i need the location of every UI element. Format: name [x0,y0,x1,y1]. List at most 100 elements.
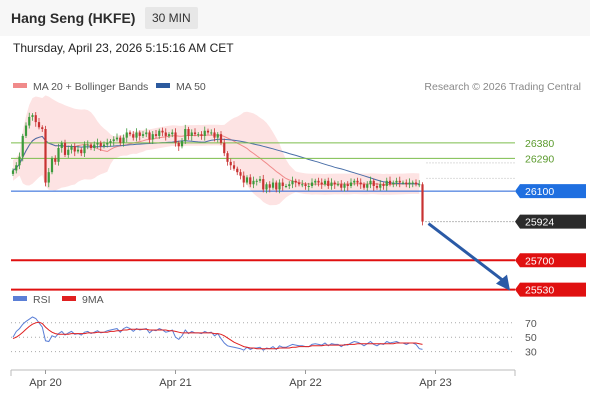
x-tick-label-4: Apr 23 [419,377,451,389]
candle-body [349,182,353,186]
candle-body [171,132,174,135]
candle-body [184,129,187,142]
candle-body [223,142,226,154]
candle-body [119,137,122,143]
candle-body [50,158,54,173]
candle-body [411,182,414,184]
candle-body [57,148,60,162]
candle-body [31,115,34,117]
legend-label-1: MA 20 + Bollinger Bands [33,81,148,93]
candle-body [401,182,405,184]
candle-body [327,180,330,186]
candle-body [44,129,47,183]
candle-body [369,180,372,185]
candle-body [73,146,76,152]
candle-body [268,184,271,188]
candle-body [213,132,216,138]
candle-body [174,132,177,143]
candle-body [317,180,320,183]
candle-body [180,141,184,147]
candle-body [24,125,28,136]
level-tag-25700 [515,253,586,268]
level-tag-label-25530: 25530 [525,285,554,297]
candle-body [395,180,398,183]
candle-body [34,115,37,123]
level-label-26380: 26380 [525,138,554,150]
candle-body [346,184,349,186]
level-tag-label-26100: 26100 [525,186,554,198]
legend-swatch-2 [156,83,170,88]
candle-body [255,180,258,182]
credit-text: Research © 2026 Trading Central [424,81,581,93]
candle-body [275,182,278,190]
candle-body [343,184,346,188]
candle-body [232,165,236,169]
candle-body [307,186,310,187]
candle-body [138,132,141,136]
chart-header: Hang Seng (HKFE) 30 MIN [0,0,590,36]
rsi-ma-line [12,321,423,350]
candle-body [200,134,203,136]
candle-body [47,172,50,183]
candle-body [15,165,18,171]
rsi-legend-swatch-2 [62,296,76,301]
rsi-legend-label-1: RSI [33,294,51,306]
candle-body [151,134,154,140]
candle-body [284,186,288,187]
candle-body [145,132,148,135]
projection-arrow-shaft [427,222,503,281]
timeframe-button[interactable]: 30 MIN [145,7,198,29]
candle-body [106,142,109,145]
rsi-tick-30: 30 [525,347,537,359]
candle-body [258,179,262,181]
candle-body [54,158,57,162]
level-tag-26100 [515,184,586,199]
candle-body [375,186,379,188]
candle-body [216,134,219,138]
candle-body [262,179,265,190]
chart-datetime: Thursday, April 23, 2026 5:15:16 AM CET [13,41,234,55]
candle-body [128,132,132,135]
candle-body [89,144,93,148]
candle-body [11,170,15,174]
candle-body [362,184,366,188]
candle-body [249,177,252,185]
candle-body [278,182,281,190]
candle-body [405,182,408,185]
candle-body [353,180,356,183]
candle-body [187,129,190,136]
rsi-legend-label-2: 9MA [82,294,104,306]
candle-body [158,130,161,136]
candle-body [164,132,167,136]
candle-body [301,184,304,186]
candle-body [93,144,96,148]
candle-body [421,184,424,222]
candle-body [271,182,275,188]
candle-body [83,144,86,154]
x-tick-label-3: Apr 22 [289,377,321,389]
candle-body [41,127,44,129]
candle-body [388,180,392,185]
candle-body [154,134,158,136]
candle-body [210,132,213,134]
candle-body [304,184,307,186]
candle-body [203,130,206,136]
rsi-legend-swatch-1 [13,296,27,301]
candle-body [336,184,340,186]
candles [11,112,424,226]
candle-body [333,182,336,185]
projection-arrow-head [496,274,510,291]
candle-body [21,135,24,157]
candle-body [112,139,115,142]
candle-body [96,142,99,145]
candle-body [115,137,119,140]
candle-body [366,184,369,188]
candle-body [294,180,297,183]
candle-body [28,116,31,126]
candle-body [219,134,223,143]
candle-body [379,184,382,188]
candle-body [177,142,180,147]
candle-body [197,134,200,136]
candle-body [265,184,268,190]
